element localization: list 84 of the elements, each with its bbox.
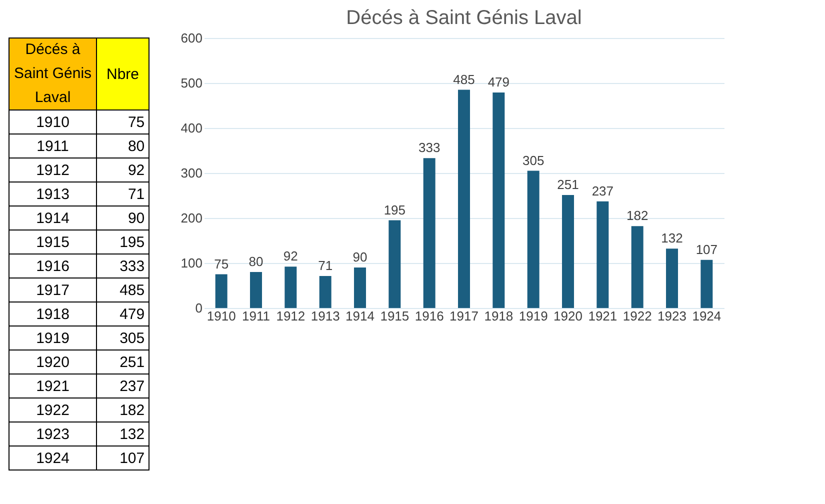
data-label: 305: [522, 152, 544, 168]
data-label: 479: [488, 74, 510, 90]
bar: [215, 274, 228, 308]
data-label: 237: [120, 378, 145, 395]
bar: [250, 272, 262, 308]
data-label: 90: [352, 250, 368, 264]
y-tick-label: 600: [180, 30, 202, 46]
y-tick-label: 1917: [36, 282, 70, 299]
y-tick-label: 1919: [36, 330, 70, 347]
y-tick-label: 1920: [36, 354, 70, 371]
y-tick-label: 500: [180, 76, 202, 90]
x-tick-label: 1910: [206, 308, 236, 324]
y-tick-label: 1911: [36, 138, 69, 155]
data-label: 132: [661, 230, 683, 246]
bar: [284, 266, 297, 308]
data-label: 90: [128, 210, 145, 227]
bar: [423, 158, 436, 308]
data-label: 195: [120, 234, 145, 251]
x-tick-label: 1914: [346, 308, 374, 324]
x-tick-label: 1924: [692, 308, 722, 324]
data-label: 107: [120, 450, 145, 467]
x-tick-label: 1921: [588, 308, 618, 324]
bar: [562, 195, 574, 308]
data-label: 107: [696, 242, 718, 257]
data-label: 71: [128, 186, 145, 203]
y-tick-label: 0: [195, 300, 202, 316]
bar: [354, 268, 366, 308]
y-tick-label: 1914: [36, 210, 70, 227]
x-tick-label: 1919: [518, 308, 548, 324]
y-tick-label: 1912: [36, 162, 70, 179]
data-label: 75: [214, 256, 229, 272]
y-tick-label: 1910: [36, 114, 70, 131]
data-label: 485: [120, 282, 145, 299]
y-tick-label: 1923: [36, 426, 70, 443]
data-label: 485: [453, 72, 475, 87]
data-label: 195: [384, 202, 406, 218]
y-tick-label: 200: [180, 210, 202, 226]
data-label: 92: [283, 248, 298, 264]
bar: [666, 248, 678, 308]
y-tick-label: 300: [180, 166, 202, 180]
data-label: 132: [120, 426, 145, 443]
data-label: 92: [128, 162, 145, 179]
data-label: 80: [248, 254, 264, 269]
x-tick-label: Nbre: [106, 66, 140, 83]
y-tick-label: 1924: [36, 450, 70, 467]
data-label: 75: [128, 114, 145, 131]
data-label: 80: [128, 138, 145, 155]
data-label: 182: [120, 402, 145, 419]
x-tick-label: 1911: [242, 308, 270, 324]
x-tick-label: 1918: [484, 308, 514, 324]
data-label: 479: [120, 306, 145, 323]
y-tick-label: 1916: [36, 258, 70, 275]
y-tick-label: 1913: [36, 186, 70, 203]
x-tick-label: 1923: [658, 308, 686, 324]
y-tick-label: 1921: [36, 378, 70, 395]
x-tick-label: 1920: [554, 308, 582, 324]
bar: [388, 220, 401, 308]
y-tick-label: 400: [180, 120, 202, 136]
data-label: 71: [318, 258, 333, 274]
bar: [700, 260, 713, 308]
data-label: 251: [557, 177, 579, 192]
bar: [492, 92, 505, 308]
data-label: 333: [418, 140, 440, 156]
x-tick-label: 1917: [450, 308, 478, 324]
x-tick-label: 1912: [276, 308, 306, 324]
chart-title: Décés à Saint Génis Laval: [346, 7, 582, 29]
bar: [319, 276, 332, 308]
data-label: 305: [120, 330, 145, 347]
data-label: 333: [120, 258, 145, 275]
y-axis-title: Décés à Saint Génis Laval: [14, 41, 92, 106]
y-tick-label: 100: [180, 256, 202, 270]
x-tick-label: 1916: [414, 308, 444, 324]
bar: [458, 90, 470, 308]
y-tick-label: 1915: [36, 234, 70, 251]
bar: [596, 201, 609, 308]
data-label: 237: [592, 183, 614, 198]
x-tick-label: 1915: [380, 308, 410, 324]
bar: [527, 170, 540, 308]
data-label: 182: [626, 208, 648, 224]
x-tick-label: 1922: [622, 308, 652, 324]
bar: [631, 226, 644, 308]
y-tick-label: 1922: [36, 402, 70, 419]
data-label: 251: [120, 354, 145, 371]
x-tick-label: 1913: [310, 308, 340, 324]
